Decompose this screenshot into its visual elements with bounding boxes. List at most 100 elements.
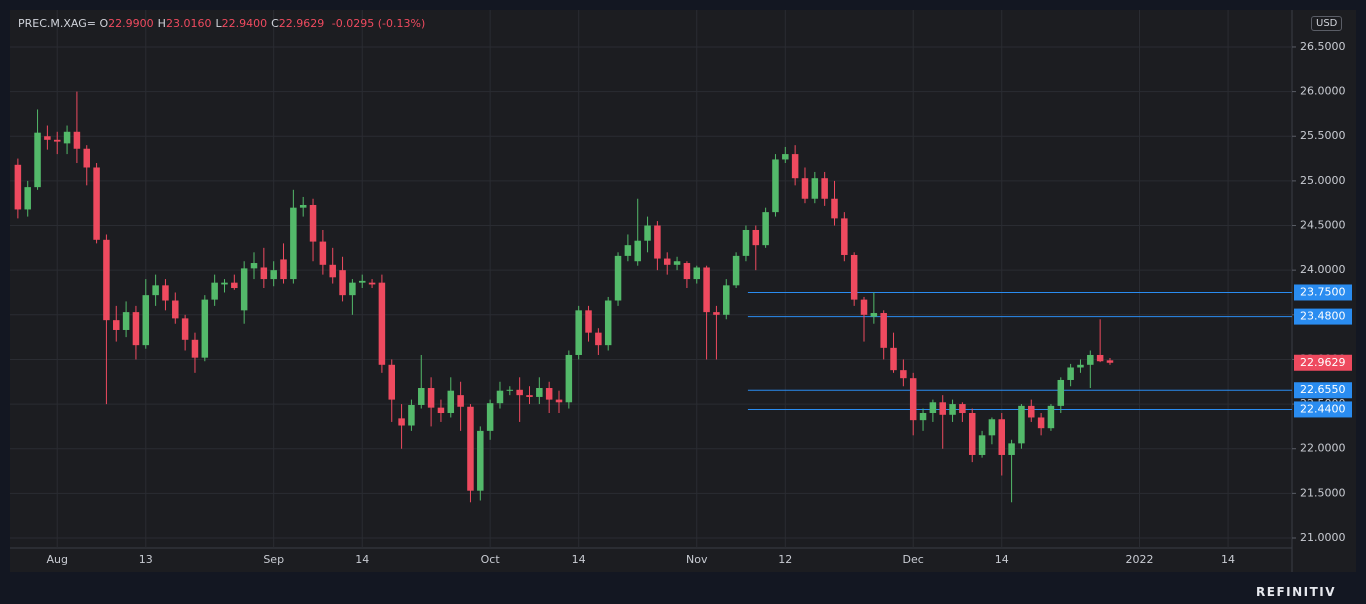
last-price-tag: [1294, 354, 1352, 371]
candle-body: [339, 270, 346, 296]
level-tag: [1294, 382, 1352, 399]
candle-body: [821, 178, 828, 199]
x-tick-label: 12: [778, 553, 792, 566]
candle-body: [24, 187, 31, 210]
quote-value: 22.9400: [221, 17, 268, 30]
candle-body: [575, 310, 582, 355]
candle-body: [467, 406, 474, 491]
candle-body: [644, 225, 651, 241]
x-tick-label: Dec: [903, 553, 924, 566]
candle-body: [1067, 367, 1074, 380]
y-tick-label: 26.0000: [1300, 85, 1346, 98]
y-tick-label: 21.0000: [1300, 531, 1346, 544]
candle-body: [565, 354, 573, 403]
candle-body: [919, 413, 927, 421]
candle-body: [398, 418, 405, 426]
x-tick-label: 14: [572, 553, 586, 566]
x-tick-label: Sep: [263, 553, 284, 566]
candle-body: [526, 395, 533, 397]
candle-body: [1087, 354, 1094, 365]
level-label: 22.6550: [1300, 383, 1346, 396]
candle-body: [378, 282, 386, 365]
level-label: 23.7500: [1300, 285, 1346, 298]
quote-key: O: [99, 17, 109, 30]
y-tick-label: 22.0000: [1300, 442, 1346, 455]
quote-key: L: [215, 17, 222, 30]
candle-body: [654, 225, 661, 259]
candle-body: [998, 419, 1006, 455]
candle-body: [663, 258, 671, 265]
x-tick-label: 14: [995, 553, 1009, 566]
candle-body: [673, 261, 681, 265]
candle-body: [14, 164, 22, 210]
candle-body: [949, 404, 956, 415]
candle-body: [732, 255, 740, 286]
candle-body: [270, 270, 277, 280]
candle-body: [250, 263, 258, 269]
candle-body: [83, 148, 90, 168]
candle-body: [486, 403, 494, 431]
currency-button[interactable]: USD: [1311, 16, 1343, 31]
quote-fields: O22.9900 H23.0160 L22.9400 C22.9629: [100, 17, 329, 30]
candle-body: [516, 389, 523, 396]
candle-body: [890, 347, 897, 371]
candle-body: [1037, 417, 1045, 429]
candle-body: [457, 395, 464, 407]
candle-body: [762, 212, 769, 246]
x-tick-label: 14: [355, 553, 369, 566]
quote-value: 22.9629: [278, 17, 325, 30]
candle-body: [900, 370, 907, 379]
candle-body: [113, 320, 120, 330]
x-tick-label: Aug: [46, 553, 67, 566]
candle-body: [368, 282, 376, 285]
brand: REFINITIV: [1256, 585, 1337, 599]
candle-body: [1096, 354, 1104, 362]
x-tick-label: 13: [139, 553, 153, 566]
candle-body: [555, 399, 563, 403]
y-tick-label: 24.0000: [1300, 263, 1346, 276]
candle-body: [634, 240, 641, 262]
candle-body: [437, 407, 445, 414]
candle-body: [703, 267, 710, 313]
candle-body: [585, 310, 592, 333]
candle-body: [299, 204, 307, 208]
last-price-label: 22.9629: [1300, 356, 1346, 369]
candle-body: [152, 285, 159, 296]
candle-body: [231, 282, 238, 289]
x-tick-label: 2022: [1125, 553, 1153, 566]
candle-body: [418, 388, 425, 405]
candle-body: [801, 178, 809, 199]
candle-body: [772, 159, 779, 213]
plot-area: [10, 10, 1292, 548]
candle-body: [1106, 360, 1114, 363]
candle-body: [1057, 379, 1065, 406]
candle-body: [260, 267, 268, 280]
candle-body: [221, 282, 228, 285]
candle-body: [811, 178, 819, 199]
candle-body: [34, 132, 41, 188]
candle-body: [211, 282, 218, 300]
candle-body: [240, 268, 248, 311]
y-tick-label: 25.0000: [1300, 174, 1346, 187]
candle-body: [929, 402, 937, 414]
candle-body: [860, 299, 868, 315]
candle-body: [742, 229, 750, 256]
candle-body: [73, 131, 81, 149]
candle-body: [290, 207, 297, 280]
level-label: 22.4400: [1300, 402, 1346, 415]
candle-body: [1008, 443, 1015, 455]
candle-body: [841, 218, 848, 255]
quote-value: 22.9900: [108, 17, 154, 30]
y-tick-label: 24.5000: [1300, 219, 1346, 232]
change: -0.0295 (-0.13%): [331, 17, 426, 30]
candle-body: [309, 204, 317, 242]
candle-body: [536, 388, 543, 397]
symbol: PREC.M.XAG=: [18, 17, 96, 30]
candle-body: [280, 259, 287, 280]
candle-body: [172, 300, 179, 319]
candle-body: [191, 339, 199, 358]
candle-body: [624, 245, 632, 256]
candle-body: [477, 430, 484, 491]
